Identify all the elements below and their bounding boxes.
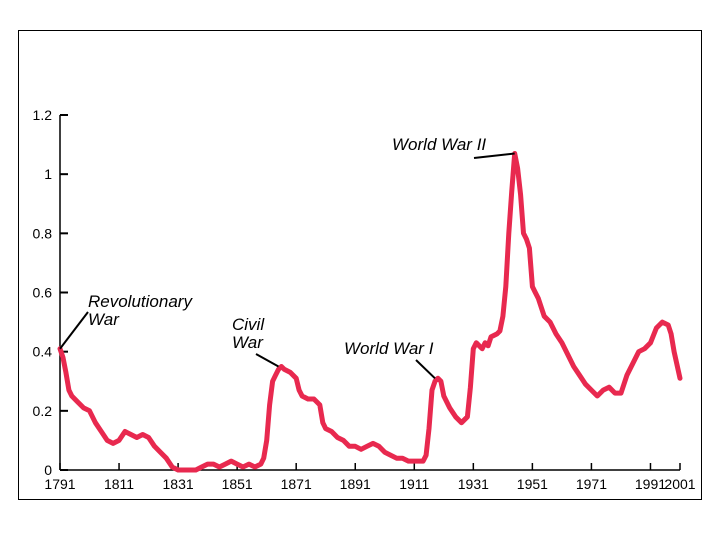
y-tick-label: 0.4 <box>33 344 53 360</box>
x-tick-label: 1911 <box>399 476 429 492</box>
y-tick-label: 1 <box>44 166 52 182</box>
annotation-leader-line <box>415 359 436 380</box>
axes: 0 0.2 0.4 0.6 0.8 1 1.2 1791 1811 1831 1851 1871 189… <box>33 107 696 492</box>
x-tick-label: 1991 <box>635 476 666 492</box>
y-tick-label: 0.6 <box>33 285 53 301</box>
x-tick-label: 1891 <box>340 476 371 492</box>
chart-frame <box>18 30 702 500</box>
x-tick-label: 1791 <box>44 476 75 492</box>
y-tick-label: 1.2 <box>33 107 53 123</box>
annotation: World War II <box>392 135 515 159</box>
annotation-leader-line <box>59 311 89 350</box>
annotation-label: War <box>232 333 264 352</box>
x-tick-label: 1971 <box>576 476 607 492</box>
series-layer <box>57 151 683 473</box>
annotation: World War I <box>344 339 436 380</box>
x-tick-label: 1931 <box>458 476 489 492</box>
annotation-label: World War I <box>344 339 434 358</box>
x-tick-label: 1851 <box>222 476 253 492</box>
x-tick-label: 1831 <box>163 476 194 492</box>
annotation-label: War <box>88 310 120 329</box>
x-tick-label: 1871 <box>281 476 312 492</box>
annotation-leader-line <box>473 152 515 159</box>
y-tick-label: 0 <box>44 462 52 478</box>
x-tick-label: 1811 <box>104 476 134 492</box>
y-tick-label: 0.2 <box>33 403 53 419</box>
x-tick-label: 2001 <box>664 476 695 492</box>
annotation-label: World War II <box>392 135 486 154</box>
x-tick-label: 1951 <box>517 476 548 492</box>
y-tick-label: 0.8 <box>33 225 53 241</box>
annotation-leader-line <box>255 353 279 368</box>
annotation-label: Revolutionary <box>88 292 193 311</box>
series-line <box>57 151 683 473</box>
annotation-label: Civil <box>232 315 265 334</box>
